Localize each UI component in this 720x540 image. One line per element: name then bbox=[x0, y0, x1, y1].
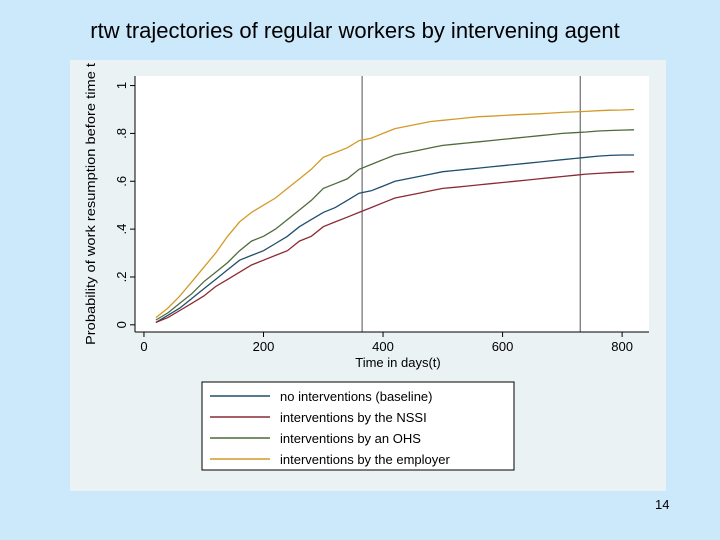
x-tick-label-400: 400 bbox=[372, 339, 394, 354]
x-tick-label-800: 800 bbox=[611, 339, 633, 354]
series-line-3 bbox=[155, 129, 635, 321]
y-tick-label-0: 0 bbox=[114, 321, 129, 328]
series-line-4 bbox=[155, 108, 635, 319]
slide-title: rtw trajectories of regular workers by i… bbox=[90, 18, 620, 43]
legend-box bbox=[201, 381, 515, 471]
y-tick-label-1: .2 bbox=[114, 272, 129, 283]
x-tick-label-0: 0 bbox=[140, 339, 147, 354]
x-tick-label-600: 600 bbox=[492, 339, 514, 354]
series-line-1 bbox=[155, 154, 635, 323]
y-tick-label-3: .6 bbox=[114, 176, 129, 187]
y-tick-label-4: .8 bbox=[114, 128, 129, 139]
x-axis-title: Time in days(t) bbox=[355, 355, 440, 370]
legend: no interventions (baseline) interventions… bbox=[201, 381, 515, 471]
figure-panel: 0 200 400 600 800 0.2.4.6.8 1 Time in days(t) … bbox=[70, 60, 666, 491]
legend-label-2: interventions by the NSSI bbox=[280, 410, 427, 425]
legend-label-3: interventions by an OHS bbox=[280, 431, 421, 446]
y-tick-label-5: 1 bbox=[114, 82, 129, 89]
legend-label-1: no interventions (baseline) bbox=[280, 389, 432, 404]
series-line-2 bbox=[155, 171, 635, 324]
plot-area bbox=[135, 76, 649, 332]
legend-label-4: interventions by the employer bbox=[280, 452, 450, 467]
y-tick-label-2: .4 bbox=[114, 224, 129, 235]
x-tick-label-200: 200 bbox=[253, 339, 275, 354]
page-number: 14 bbox=[655, 497, 670, 512]
y-axis-title: Probability of work resumption before ti… bbox=[83, 63, 98, 345]
